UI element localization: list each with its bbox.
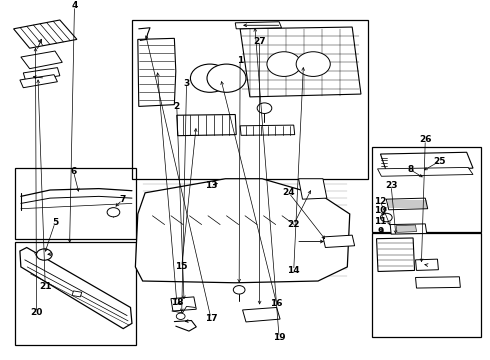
Polygon shape	[416, 277, 460, 288]
Text: 14: 14	[288, 266, 300, 275]
Text: 1: 1	[237, 56, 243, 65]
Polygon shape	[21, 51, 62, 69]
Polygon shape	[377, 167, 473, 176]
Polygon shape	[138, 38, 176, 107]
Text: 11: 11	[374, 217, 387, 226]
Circle shape	[191, 64, 229, 92]
Polygon shape	[240, 27, 361, 97]
Text: 2: 2	[173, 102, 180, 111]
Polygon shape	[177, 114, 236, 136]
Text: 21: 21	[39, 282, 51, 291]
Polygon shape	[396, 225, 416, 232]
Text: 9: 9	[377, 227, 384, 236]
Polygon shape	[135, 179, 350, 283]
Circle shape	[233, 285, 245, 294]
Polygon shape	[240, 125, 294, 135]
Text: 24: 24	[283, 188, 295, 197]
Polygon shape	[386, 198, 428, 210]
Text: 17: 17	[205, 314, 217, 323]
Text: 25: 25	[434, 157, 446, 166]
Polygon shape	[376, 238, 415, 271]
Text: 4: 4	[71, 1, 77, 10]
Bar	[15, 242, 136, 345]
Circle shape	[207, 64, 246, 92]
Circle shape	[176, 313, 185, 319]
Circle shape	[380, 213, 392, 222]
Polygon shape	[243, 307, 280, 322]
Text: 3: 3	[183, 79, 190, 88]
Text: 6: 6	[71, 167, 76, 176]
Circle shape	[257, 103, 272, 113]
Bar	[372, 147, 481, 231]
Text: 27: 27	[253, 37, 266, 46]
Text: 22: 22	[288, 220, 300, 229]
Circle shape	[267, 52, 301, 76]
Circle shape	[36, 249, 52, 260]
Text: 7: 7	[119, 195, 125, 204]
Polygon shape	[14, 20, 77, 48]
Text: 5: 5	[52, 218, 58, 227]
Polygon shape	[20, 248, 132, 329]
Circle shape	[296, 52, 330, 76]
Text: 10: 10	[374, 206, 387, 215]
Text: 13: 13	[205, 181, 217, 190]
Text: 15: 15	[175, 262, 188, 271]
Bar	[372, 233, 481, 337]
Text: 16: 16	[270, 300, 283, 309]
Polygon shape	[171, 297, 196, 311]
Text: 8: 8	[408, 165, 414, 174]
Text: 12: 12	[374, 197, 387, 206]
Polygon shape	[235, 22, 282, 29]
Bar	[15, 168, 136, 239]
Polygon shape	[380, 152, 473, 171]
Polygon shape	[298, 179, 327, 199]
Text: 18: 18	[171, 298, 183, 307]
Text: 20: 20	[30, 308, 43, 317]
Circle shape	[107, 208, 120, 217]
Text: 23: 23	[385, 181, 397, 190]
Text: 19: 19	[273, 333, 285, 342]
Bar	[132, 20, 368, 179]
Polygon shape	[323, 235, 355, 248]
Polygon shape	[20, 75, 57, 88]
Polygon shape	[416, 259, 439, 270]
Text: 26: 26	[419, 135, 432, 144]
Polygon shape	[390, 224, 427, 234]
Polygon shape	[24, 68, 60, 81]
Polygon shape	[72, 291, 82, 297]
